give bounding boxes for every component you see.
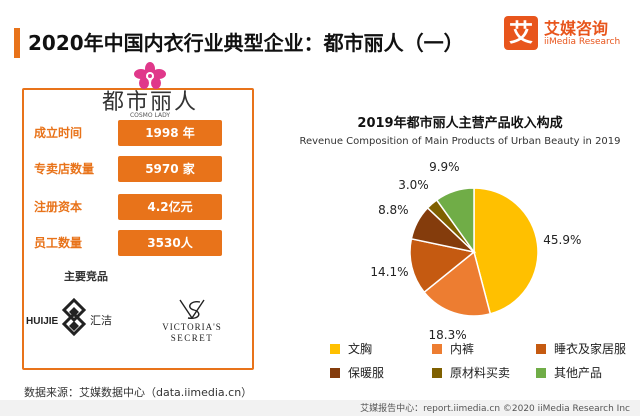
legend-item: 原材料买卖 [432, 364, 510, 380]
legend-swatch [432, 367, 442, 378]
legend-item: 文胸 [330, 340, 372, 356]
info-label: 专卖店数量 [34, 162, 95, 176]
legend-label: 其他产品 [554, 366, 603, 380]
competitors-label: 主要竞品 [64, 270, 108, 283]
legend-item: 其他产品 [536, 364, 602, 380]
company-logo-text: 都市丽人 [101, 90, 198, 115]
page-title: 2020年中国内衣行业典型企业：都市丽人（一） [28, 31, 464, 55]
info-value: 4.2亿元 [118, 194, 222, 220]
pie-slice [435, 187, 475, 255]
chart-title: 2019年都市丽人主营产品收入构成 [357, 116, 563, 131]
legend-item: 睡衣及家居服 [536, 340, 626, 356]
info-row: 注册资本 4.2亿元 [34, 194, 242, 220]
chart-subtitle: Revenue Composition of Main Products of … [299, 136, 621, 147]
brand-mark-icon: 艾 [504, 16, 538, 50]
pie-slice [423, 250, 492, 317]
legend-swatch [536, 367, 546, 378]
huijie-emblem-icon [61, 297, 87, 337]
title-accent-bar [14, 28, 20, 58]
info-value: 5970 家 [118, 156, 222, 182]
huijie-logo-chinese: 汇洁 [90, 314, 112, 327]
company-logo-subtext: COSMO LADY [129, 112, 171, 119]
info-label: 成立时间 [34, 126, 83, 140]
victorias-secret-logo: VICTORIA'S SECRET [162, 299, 221, 343]
legend-swatch [330, 367, 340, 378]
chart-legend: 文胸 内裤 睡衣及家居服保暖服 原材料买卖 其他产品 [330, 340, 630, 390]
footer-bar: 艾媒报告中心：report.iimedia.cn ©2020 iiMedia R… [0, 400, 640, 416]
info-label: 注册资本 [34, 200, 83, 214]
legend-label: 文胸 [348, 342, 373, 356]
info-row: 成立时间 1998 年 [34, 120, 242, 146]
footer-text: 艾媒报告中心：report.iimedia.cn ©2020 iiMedia R… [360, 404, 630, 414]
flower-logo-icon [134, 62, 166, 89]
huijie-logo: HUIJIE 汇洁 [26, 297, 112, 337]
pie-slice-label: 14.1% [370, 264, 409, 279]
info-row: 员工数量 3530人 [34, 230, 242, 256]
legend-label: 内裤 [450, 342, 475, 356]
info-row: 专卖店数量 5970 家 [34, 156, 242, 182]
pie-slice-label: 9.9% [429, 160, 460, 175]
pie-slice [426, 198, 475, 253]
data-source: 数据来源：艾媒数据中心（data.iimedia.cn） [24, 386, 253, 399]
huijie-logo-text: HUIJIE [26, 316, 59, 327]
brand-subtitle: iiMedia Research [544, 37, 621, 47]
pie-slice-label: 45.9% [543, 232, 582, 247]
info-value: 3530人 [118, 230, 222, 256]
pie-slice [473, 187, 539, 315]
info-value: 1998 年 [118, 120, 222, 146]
vs-logo-line1: VICTORIA'S [162, 322, 221, 332]
legend-item: 内裤 [432, 340, 474, 356]
pie-slice-label: 8.8% [378, 203, 409, 218]
pie-slice [410, 206, 477, 254]
pie-slice-label: 3.0% [398, 177, 429, 192]
vs-logo-line2: SECRET [171, 333, 214, 343]
legend-swatch [330, 343, 340, 354]
legend-label: 睡衣及家居服 [554, 342, 627, 356]
legend-item: 保暖服 [330, 364, 384, 380]
legend-label: 原材料买卖 [450, 366, 511, 380]
company-logo: 都市丽人 COSMO LADY [100, 62, 200, 122]
brand-name: 艾媒咨询 [544, 19, 609, 38]
company-info-panel [22, 88, 254, 370]
legend-label: 保暖服 [348, 366, 385, 380]
pie-slice [409, 237, 476, 294]
info-label: 员工数量 [34, 236, 83, 250]
legend-swatch [432, 343, 442, 354]
vs-monogram-icon [179, 299, 205, 320]
pie-slice-label: 18.3% [428, 327, 467, 342]
legend-swatch [536, 343, 546, 354]
brand-logo: 艾 艾媒咨询 iiMedia Research [504, 14, 622, 54]
